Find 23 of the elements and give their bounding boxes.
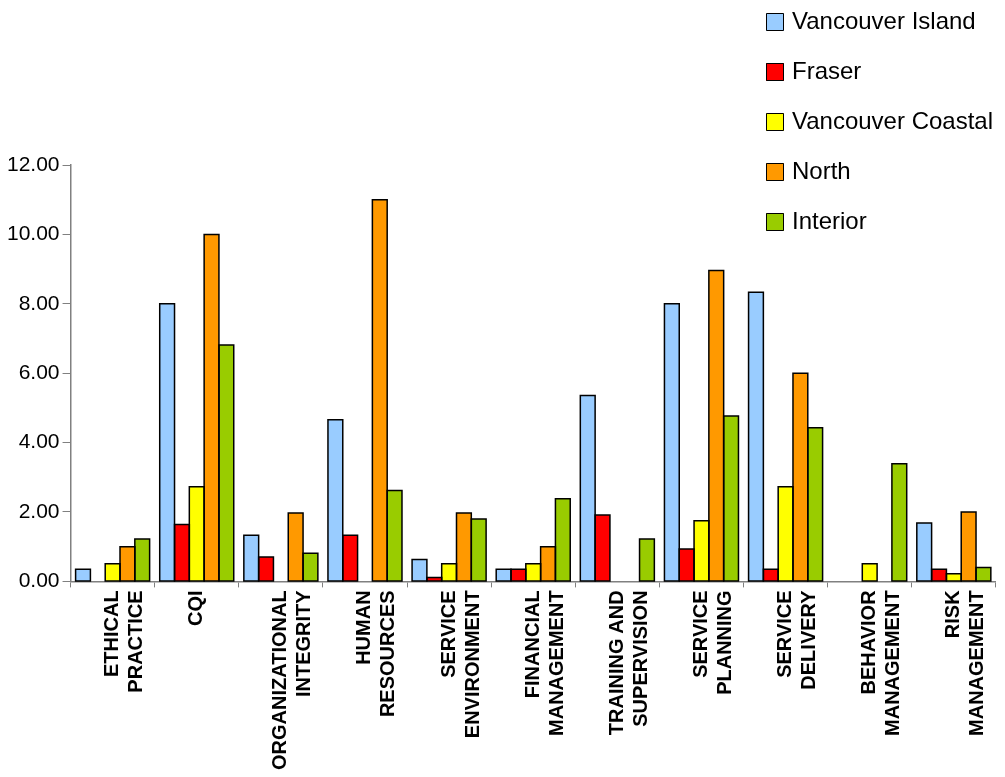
- y-tick-label: 12.00: [6, 151, 60, 175]
- legend-label: Vancouver Island: [792, 6, 976, 34]
- x-tick-label: ORGANIZATIONAL INTEGRITY: [268, 589, 315, 770]
- legend-label: Fraser: [792, 56, 862, 84]
- x-tick-label: HUMAN RESOURCES: [352, 590, 399, 718]
- x-tick-label: ETHICAL PRACTICE: [100, 590, 147, 693]
- y-tick-label: 6.00: [18, 359, 60, 383]
- x-tick-label: SERVICE DELIVERY: [773, 589, 820, 690]
- legend-label: North: [792, 156, 851, 184]
- legend-label: Vancouver Coastal: [792, 106, 993, 134]
- x-tick-label: SERVICE PLANNING: [688, 590, 735, 695]
- legend-label: Interior: [792, 206, 867, 234]
- x-tick-label: FINANCIAL MANAGEMENT: [520, 590, 567, 736]
- y-tick-label: 4.00: [18, 429, 60, 453]
- y-tick-label: 2.00: [18, 498, 60, 522]
- x-tick-label: BEHAVIOR MANAGEMENT: [857, 589, 904, 736]
- x-tick-label: CQI: [184, 590, 207, 626]
- y-tick-label: 10.00: [6, 221, 60, 245]
- y-tick-label: 0.00: [18, 568, 60, 592]
- y-tick-label: 8.00: [18, 290, 60, 314]
- x-tick-label: RISK MANAGEMENT: [941, 589, 988, 736]
- x-tick-label: SERVICE ENVIRONMENT: [436, 590, 483, 739]
- x-tick-label: TRAINING AND SUPERVISION: [604, 590, 651, 736]
